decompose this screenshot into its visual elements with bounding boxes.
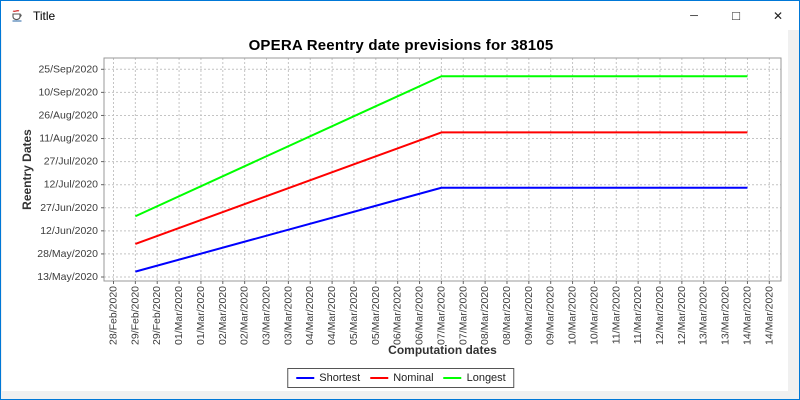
x-tick-label: 07/Mar/2020 <box>457 286 469 345</box>
y-tick-label: 26/Aug/2020 <box>38 109 98 121</box>
x-tick-label: 02/Mar/2020 <box>239 286 251 345</box>
x-tick-label: 11/Mar/2020 <box>610 286 622 344</box>
x-tick-label: 28/Feb/2020 <box>108 286 120 345</box>
x-tick-label: 29/Feb/2020 <box>151 286 163 345</box>
x-tick-label: 09/Mar/2020 <box>523 286 535 345</box>
y-tick-label: 12/Jul/2020 <box>44 179 98 191</box>
x-tick-label: 29/Feb/2020 <box>129 286 141 345</box>
y-tick-label: 27/Jul/2020 <box>44 156 98 168</box>
x-tick-label: 03/Mar/2020 <box>282 286 294 345</box>
tick-marks <box>101 68 770 284</box>
legend-item-nominal: Nominal <box>370 372 434 384</box>
x-tick-label: 04/Mar/2020 <box>304 286 316 345</box>
y-tick-label: 28/May/2020 <box>37 248 98 260</box>
x-tick-label: 04/Mar/2020 <box>326 286 338 345</box>
x-tick-label: 08/Mar/2020 <box>479 286 491 345</box>
y-tick-label: 13/May/2020 <box>37 271 98 283</box>
legend-swatch-longest <box>443 377 462 379</box>
plot-border <box>103 57 782 282</box>
y-tick-label: 27/Jun/2020 <box>40 202 98 214</box>
series-line-longest <box>134 75 748 218</box>
y-tick-label: 11/Aug/2020 <box>39 133 98 145</box>
x-tick-label: 01/Mar/2020 <box>195 286 207 345</box>
x-tick-label: 10/Mar/2020 <box>588 286 600 345</box>
legend-item-shortest: Shortest <box>296 372 360 384</box>
titlebar[interactable]: Title ─ □ ✕ <box>1 1 799 30</box>
x-tick-label: 13/Mar/2020 <box>698 286 710 345</box>
legend-swatch-shortest <box>296 377 315 379</box>
y-tick-label: 25/Sep/2020 <box>38 63 98 75</box>
close-button[interactable]: ✕ <box>757 1 799 30</box>
x-tick-label: 14/Mar/2020 <box>741 286 753 345</box>
x-tick-label: 12/Mar/2020 <box>676 286 688 345</box>
y-tick-label: 10/Sep/2020 <box>38 86 98 98</box>
legend-item-longest: Longest <box>443 372 506 384</box>
chart-panel <box>2 30 788 391</box>
y-axis-label: Reentry Dates <box>20 129 34 210</box>
legend-label: Shortest <box>319 372 361 384</box>
window-title: Title <box>33 8 56 23</box>
x-tick-label: 07/Mar/2020 <box>435 286 447 345</box>
legend-label: Nominal <box>393 372 434 384</box>
x-tick-label: 13/Mar/2020 <box>720 286 732 345</box>
x-tick-label: 11/Mar/2020 <box>632 286 644 344</box>
y-tick-label: 12/Jun/2020 <box>40 225 98 237</box>
x-tick-label: 06/Mar/2020 <box>414 286 426 345</box>
x-tick-label: 03/Mar/2020 <box>261 286 273 345</box>
x-tick-label: 06/Mar/2020 <box>392 286 404 345</box>
legend: Shortest Nominal Longest <box>287 368 515 388</box>
window-controls: ─ □ ✕ <box>673 1 799 30</box>
legend-label: Longest <box>466 372 506 384</box>
x-tick-label: 14/Mar/2020 <box>763 286 775 345</box>
x-tick-labels: 28/Feb/2020 29/Feb/2020 29/Feb/2020 01/Mar/… <box>108 286 776 345</box>
x-tick-label: 05/Mar/2020 <box>348 286 360 345</box>
x-tick-label: 05/Mar/2020 <box>370 286 382 345</box>
x-tick-label: 01/Mar/2020 <box>173 286 185 345</box>
gridlines <box>104 58 781 281</box>
maximize-button[interactable]: □ <box>715 1 757 30</box>
legend-swatch-nominal <box>370 377 389 379</box>
chart-title: OPERA Reentry date previsions for 38105 <box>248 37 554 54</box>
y-tick-labels: 13/May/2020 28/May/2020 12/Jun/2020 27/Jun/… <box>37 63 98 283</box>
x-tick-label: 02/Mar/2020 <box>217 286 229 345</box>
x-tick-label: 08/Mar/2020 <box>501 286 513 345</box>
x-tick-label: 12/Mar/2020 <box>654 286 666 345</box>
x-axis-label: Computation dates <box>388 343 497 357</box>
java-coffee-cup-icon <box>12 9 22 22</box>
series-line-shortest <box>135 186 748 273</box>
series-line-nominal <box>135 131 748 245</box>
x-tick-label: 10/Mar/2020 <box>567 286 579 345</box>
x-tick-label: 09/Mar/2020 <box>545 286 557 345</box>
minimize-button[interactable]: ─ <box>673 1 715 30</box>
